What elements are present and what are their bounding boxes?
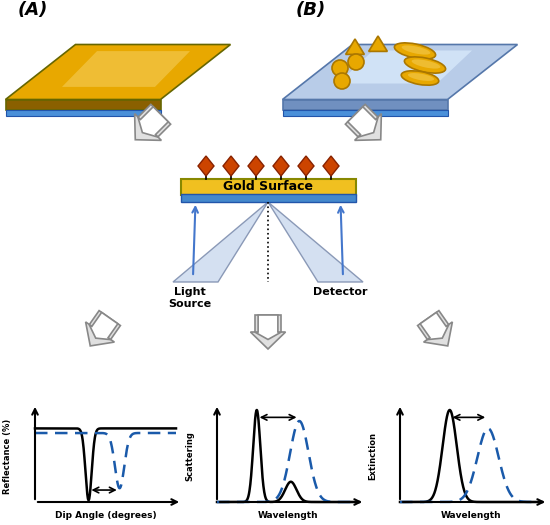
Ellipse shape (411, 59, 441, 69)
Polygon shape (250, 315, 285, 349)
Polygon shape (223, 156, 239, 176)
Polygon shape (6, 45, 230, 100)
Polygon shape (6, 110, 161, 116)
Polygon shape (283, 110, 448, 116)
Polygon shape (86, 311, 120, 346)
Polygon shape (62, 51, 190, 87)
Bar (180, 194, 355, 202)
Text: Light
Source: Light Source (168, 287, 212, 309)
Text: Wavelength: Wavelength (258, 511, 318, 520)
Circle shape (334, 73, 350, 89)
Polygon shape (345, 39, 364, 55)
Polygon shape (417, 311, 453, 346)
Text: (B): (B) (296, 1, 326, 19)
Text: Detector: Detector (313, 287, 367, 297)
Polygon shape (298, 156, 314, 176)
Ellipse shape (394, 43, 436, 59)
Polygon shape (89, 312, 118, 340)
Ellipse shape (402, 45, 431, 55)
Bar (180, 179, 355, 195)
Ellipse shape (408, 73, 434, 81)
Text: (A): (A) (18, 1, 48, 19)
Polygon shape (283, 45, 518, 100)
Polygon shape (173, 202, 268, 282)
Polygon shape (138, 107, 168, 137)
Circle shape (348, 54, 364, 70)
Polygon shape (198, 156, 214, 176)
Polygon shape (348, 107, 378, 137)
Text: Wavelength: Wavelength (441, 511, 501, 520)
Text: Scattering: Scattering (185, 431, 195, 481)
Polygon shape (338, 50, 472, 83)
Polygon shape (283, 100, 448, 110)
Polygon shape (323, 156, 339, 176)
Polygon shape (268, 202, 363, 282)
Polygon shape (255, 315, 282, 340)
Circle shape (332, 60, 348, 76)
Polygon shape (368, 36, 387, 51)
Text: Dip Angle (degrees): Dip Angle (degrees) (54, 511, 156, 520)
Polygon shape (248, 156, 264, 176)
Polygon shape (135, 104, 170, 140)
Polygon shape (345, 104, 381, 140)
Text: Gold Surface: Gold Surface (223, 180, 313, 193)
Text: Reflectance (%): Reflectance (%) (3, 418, 13, 493)
Ellipse shape (404, 57, 446, 73)
Polygon shape (420, 312, 449, 340)
Polygon shape (6, 100, 161, 110)
Ellipse shape (402, 71, 439, 85)
Polygon shape (273, 156, 289, 176)
Text: Extinction: Extinction (368, 432, 377, 480)
